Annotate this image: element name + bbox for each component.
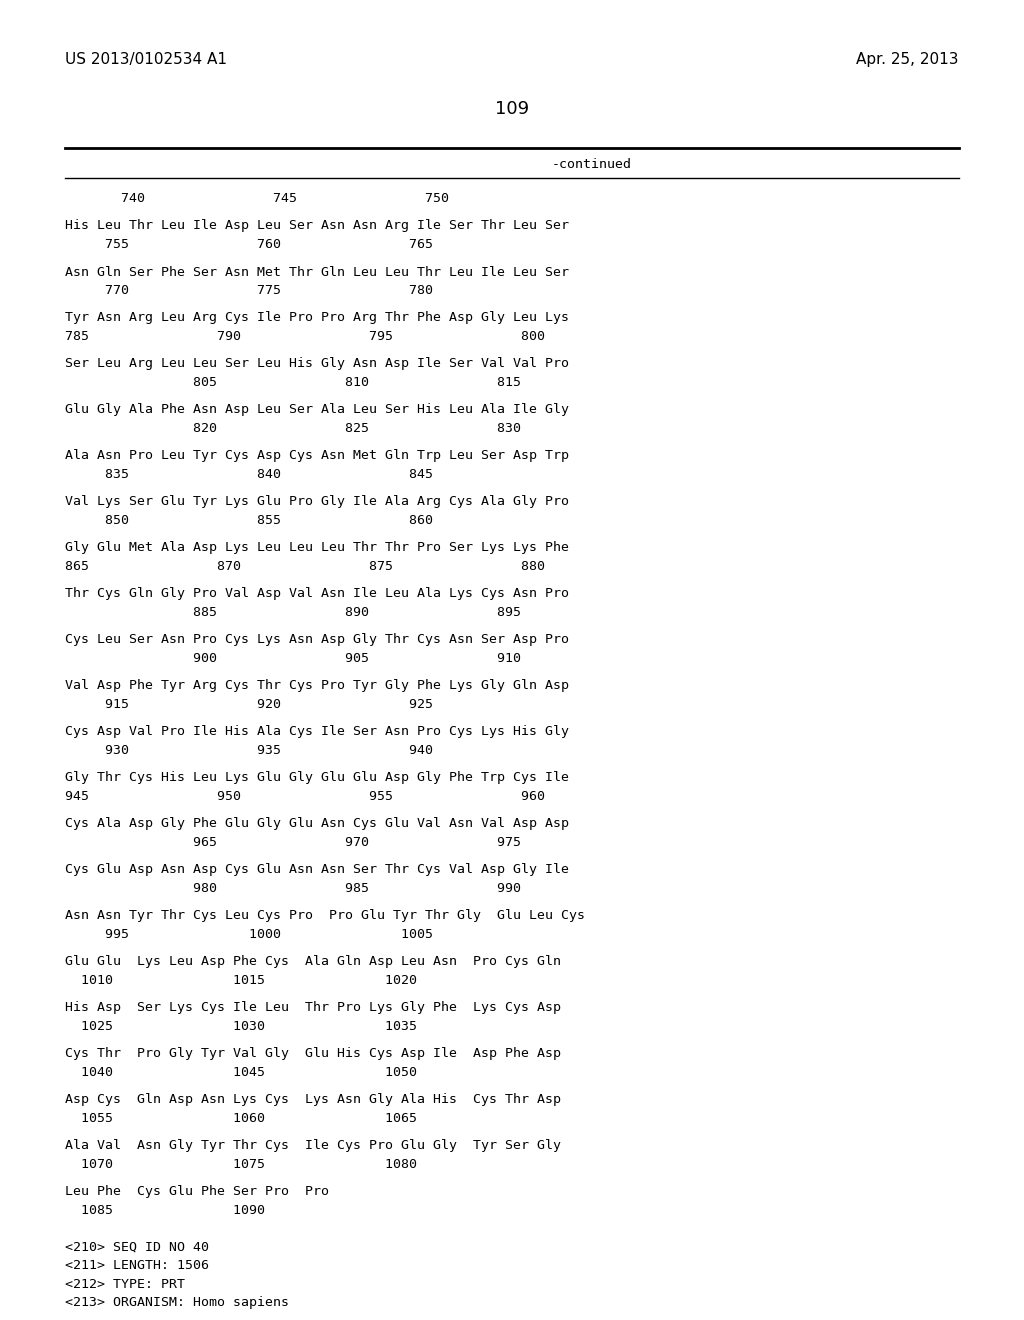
Text: 995               1000               1005: 995 1000 1005 bbox=[65, 928, 433, 941]
Text: Cys Asp Val Pro Ile His Ala Cys Ile Ser Asn Pro Cys Lys His Gly: Cys Asp Val Pro Ile His Ala Cys Ile Ser … bbox=[65, 726, 569, 738]
Text: Ala Val  Asn Gly Tyr Thr Cys  Ile Cys Pro Glu Gly  Tyr Ser Gly: Ala Val Asn Gly Tyr Thr Cys Ile Cys Pro … bbox=[65, 1139, 561, 1152]
Text: 945                950                955                960: 945 950 955 960 bbox=[65, 789, 545, 803]
Text: Cys Leu Ser Asn Pro Cys Lys Asn Asp Gly Thr Cys Asn Ser Asp Pro: Cys Leu Ser Asn Pro Cys Lys Asn Asp Gly … bbox=[65, 634, 569, 647]
Text: Val Asp Phe Tyr Arg Cys Thr Cys Pro Tyr Gly Phe Lys Gly Gln Asp: Val Asp Phe Tyr Arg Cys Thr Cys Pro Tyr … bbox=[65, 680, 569, 693]
Text: 885                890                895: 885 890 895 bbox=[65, 606, 521, 619]
Text: 820                825                830: 820 825 830 bbox=[65, 422, 521, 436]
Text: 900                905                910: 900 905 910 bbox=[65, 652, 521, 665]
Text: <213> ORGANISM: Homo sapiens: <213> ORGANISM: Homo sapiens bbox=[65, 1296, 289, 1309]
Text: US 2013/0102534 A1: US 2013/0102534 A1 bbox=[65, 51, 227, 67]
Text: 865                870                875                880: 865 870 875 880 bbox=[65, 560, 545, 573]
Text: 1010               1015               1020: 1010 1015 1020 bbox=[65, 974, 417, 987]
Text: 850                855                860: 850 855 860 bbox=[65, 513, 433, 527]
Text: 1055               1060               1065: 1055 1060 1065 bbox=[65, 1111, 417, 1125]
Text: 770                775                780: 770 775 780 bbox=[65, 284, 433, 297]
Text: 740                745                750: 740 745 750 bbox=[65, 191, 449, 205]
Text: 1040               1045               1050: 1040 1045 1050 bbox=[65, 1067, 417, 1078]
Text: 805                810                815: 805 810 815 bbox=[65, 376, 521, 389]
Text: 1025               1030               1035: 1025 1030 1035 bbox=[65, 1020, 417, 1034]
Text: Ser Leu Arg Leu Leu Ser Leu His Gly Asn Asp Ile Ser Val Val Pro: Ser Leu Arg Leu Leu Ser Leu His Gly Asn … bbox=[65, 358, 569, 371]
Text: 785                790                795                800: 785 790 795 800 bbox=[65, 330, 545, 343]
Text: 755                760                765: 755 760 765 bbox=[65, 238, 433, 251]
Text: Gly Glu Met Ala Asp Lys Leu Leu Leu Thr Thr Pro Ser Lys Lys Phe: Gly Glu Met Ala Asp Lys Leu Leu Leu Thr … bbox=[65, 541, 569, 554]
Text: Asp Cys  Gln Asp Asn Lys Cys  Lys Asn Gly Ala His  Cys Thr Asp: Asp Cys Gln Asp Asn Lys Cys Lys Asn Gly … bbox=[65, 1093, 561, 1106]
Text: Gly Thr Cys His Leu Lys Glu Gly Glu Glu Asp Gly Phe Trp Cys Ile: Gly Thr Cys His Leu Lys Glu Gly Glu Glu … bbox=[65, 771, 569, 784]
Text: His Leu Thr Leu Ile Asp Leu Ser Asn Asn Arg Ile Ser Thr Leu Ser: His Leu Thr Leu Ile Asp Leu Ser Asn Asn … bbox=[65, 219, 569, 232]
Text: Asn Gln Ser Phe Ser Asn Met Thr Gln Leu Leu Thr Leu Ile Leu Ser: Asn Gln Ser Phe Ser Asn Met Thr Gln Leu … bbox=[65, 265, 569, 279]
Text: Leu Phe  Cys Glu Phe Ser Pro  Pro: Leu Phe Cys Glu Phe Ser Pro Pro bbox=[65, 1185, 329, 1199]
Text: -continued: -continued bbox=[552, 158, 632, 172]
Text: Glu Glu  Lys Leu Asp Phe Cys  Ala Gln Asp Leu Asn  Pro Cys Gln: Glu Glu Lys Leu Asp Phe Cys Ala Gln Asp … bbox=[65, 956, 561, 969]
Text: <210> SEQ ID NO 40: <210> SEQ ID NO 40 bbox=[65, 1241, 209, 1254]
Text: 980                985                990: 980 985 990 bbox=[65, 882, 521, 895]
Text: 915                920                925: 915 920 925 bbox=[65, 698, 433, 711]
Text: 1070               1075               1080: 1070 1075 1080 bbox=[65, 1158, 417, 1171]
Text: 835                840                845: 835 840 845 bbox=[65, 469, 433, 480]
Text: His Asp  Ser Lys Cys Ile Leu  Thr Pro Lys Gly Phe  Lys Cys Asp: His Asp Ser Lys Cys Ile Leu Thr Pro Lys … bbox=[65, 1002, 561, 1015]
Text: 965                970                975: 965 970 975 bbox=[65, 836, 521, 849]
Text: Cys Glu Asp Asn Asp Cys Glu Asn Asn Ser Thr Cys Val Asp Gly Ile: Cys Glu Asp Asn Asp Cys Glu Asn Asn Ser … bbox=[65, 863, 569, 876]
Text: Ala Asn Pro Leu Tyr Cys Asp Cys Asn Met Gln Trp Leu Ser Asp Trp: Ala Asn Pro Leu Tyr Cys Asp Cys Asn Met … bbox=[65, 450, 569, 462]
Text: Apr. 25, 2013: Apr. 25, 2013 bbox=[856, 51, 959, 67]
Text: 1085               1090: 1085 1090 bbox=[65, 1204, 265, 1217]
Text: Cys Ala Asp Gly Phe Glu Gly Glu Asn Cys Glu Val Asn Val Asp Asp: Cys Ala Asp Gly Phe Glu Gly Glu Asn Cys … bbox=[65, 817, 569, 830]
Text: <211> LENGTH: 1506: <211> LENGTH: 1506 bbox=[65, 1259, 209, 1272]
Text: <212> TYPE: PRT: <212> TYPE: PRT bbox=[65, 1278, 185, 1291]
Text: Asn Asn Tyr Thr Cys Leu Cys Pro  Pro Glu Tyr Thr Gly  Glu Leu Cys: Asn Asn Tyr Thr Cys Leu Cys Pro Pro Glu … bbox=[65, 909, 585, 923]
Text: Val Lys Ser Glu Tyr Lys Glu Pro Gly Ile Ala Arg Cys Ala Gly Pro: Val Lys Ser Glu Tyr Lys Glu Pro Gly Ile … bbox=[65, 495, 569, 508]
Text: Glu Gly Ala Phe Asn Asp Leu Ser Ala Leu Ser His Leu Ala Ile Gly: Glu Gly Ala Phe Asn Asp Leu Ser Ala Leu … bbox=[65, 404, 569, 417]
Text: 930                935                940: 930 935 940 bbox=[65, 744, 433, 756]
Text: Cys Thr  Pro Gly Tyr Val Gly  Glu His Cys Asp Ile  Asp Phe Asp: Cys Thr Pro Gly Tyr Val Gly Glu His Cys … bbox=[65, 1048, 561, 1060]
Text: Tyr Asn Arg Leu Arg Cys Ile Pro Pro Arg Thr Phe Asp Gly Leu Lys: Tyr Asn Arg Leu Arg Cys Ile Pro Pro Arg … bbox=[65, 312, 569, 325]
Text: Thr Cys Gln Gly Pro Val Asp Val Asn Ile Leu Ala Lys Cys Asn Pro: Thr Cys Gln Gly Pro Val Asp Val Asn Ile … bbox=[65, 587, 569, 601]
Text: 109: 109 bbox=[495, 100, 529, 117]
